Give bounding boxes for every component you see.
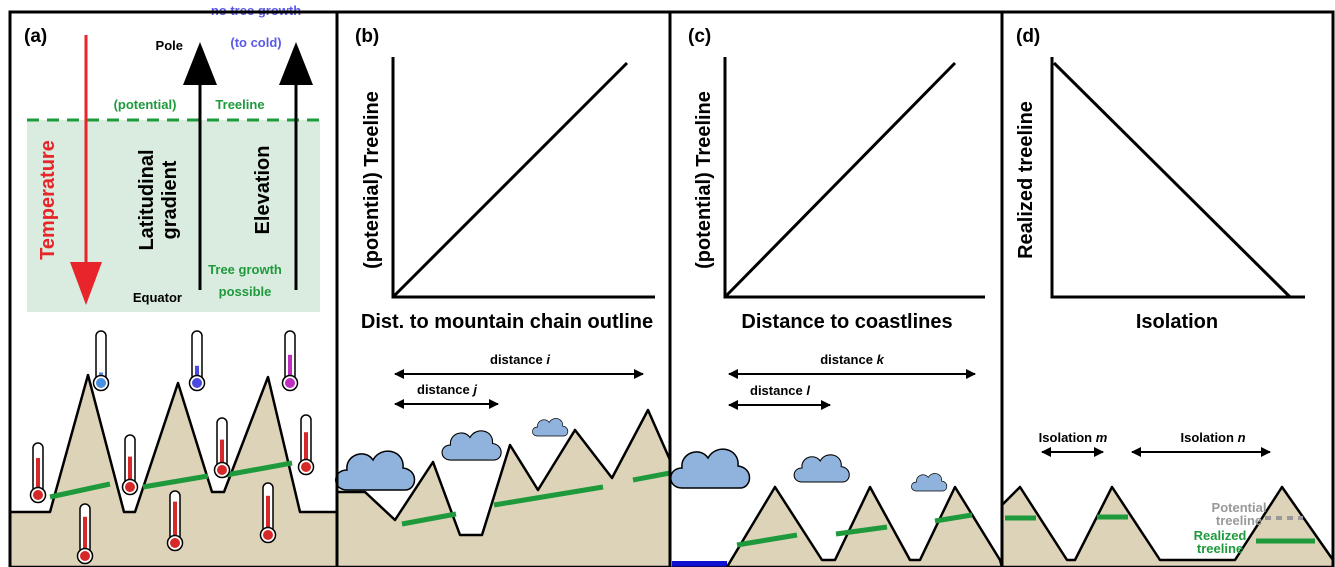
isolation-text: Isolation [1039,430,1093,445]
thermometer [261,483,276,543]
mountains [1002,487,1333,567]
distance-label: distance l [750,383,810,398]
mountains [727,487,1002,567]
bulb-fill [80,551,90,561]
figure: (a) Pole no tree growth (to cold) (poten… [0,0,1335,567]
cloud [671,449,750,488]
latitudinal: gradient [159,160,181,239]
bulb-fill [301,462,311,472]
panel-b: (b) (potential) Treeline Dist. to mounta… [336,26,670,567]
thermometer [215,418,230,478]
thermometer [94,331,109,391]
treeline: Treeline [215,97,264,112]
panel-label: (d) [1016,26,1040,47]
thermometer [299,415,314,475]
distance-var: l [806,383,810,398]
distance-text: distance [417,382,470,397]
thermometer [283,331,298,391]
axes [1052,57,1305,297]
bulb-fill [170,538,180,548]
isolation-label: Isolation n [1180,430,1245,445]
thermometer [78,504,93,564]
distance-var: i [546,352,550,367]
tree-growth: Tree growth [208,262,282,277]
x-label: Isolation [1136,311,1218,333]
y-label: (potential) Treeline [361,91,383,269]
pole: Pole [156,38,183,53]
cloud [442,431,501,460]
realized-label: treeline [1197,541,1243,556]
elevation: Elevation [252,146,274,235]
thermometer [123,435,138,495]
potential: (potential) [114,97,177,112]
bulb-fill [96,378,106,388]
thermometer [168,491,183,551]
distance-var: j [471,382,477,397]
bulb-fill [125,482,135,492]
bulb-fill [33,490,43,500]
panel-label: (b) [355,26,379,47]
y-label: (potential) Treeline [693,91,715,269]
equator: Equator [133,290,182,305]
bulb-fill [285,378,295,388]
axes [725,57,985,297]
cloud [336,451,415,490]
panel-c: (c) (potential) Treeline Distance to coa… [671,26,1002,567]
thermometer [190,331,205,391]
trend-line [1054,63,1290,297]
cloud [532,419,567,436]
x-label: Distance to coastlines [741,311,952,333]
bulb-fill [217,465,227,475]
cloud [911,474,946,491]
isolation-label: Isolation m [1039,430,1108,445]
distance-label: distance k [820,352,884,367]
y-label: Realized treeline [1015,101,1037,259]
lat-arrow-head [183,42,217,85]
distance-var: k [877,352,885,367]
panel-label: (a) [24,26,47,47]
cloud [794,455,849,482]
bulb-fill [263,530,273,540]
panel-d: (d) Realized treeline Isolation Isolatio… [1002,26,1333,567]
panel-a: (a) Pole no tree growth (to cold) (poten… [10,3,337,567]
trend-line [393,63,627,297]
panel-label: (c) [688,26,711,47]
distance-label: distance i [490,352,550,367]
distance-text: distance [750,383,803,398]
potential-label: treeline [1216,513,1262,528]
axes [393,57,655,297]
x-label: Dist. to mountain chain outline [361,311,653,333]
distance-text: distance [820,352,873,367]
trend-line [725,63,955,297]
thermometer [31,443,46,503]
latitudinal: Latitudinal [136,149,158,250]
tree-growth: possible [219,284,272,299]
no-growth: (to cold) [230,35,281,50]
distance-label: distance j [417,382,477,397]
sea [672,561,727,567]
distance-text: distance [490,352,543,367]
bulb-fill [192,378,202,388]
temperature: Temperature [37,140,59,260]
isolation-text: Isolation [1180,430,1234,445]
isolation-var: n [1238,430,1246,445]
isolation-var: m [1096,430,1108,445]
elev-arrow-head [279,42,313,85]
